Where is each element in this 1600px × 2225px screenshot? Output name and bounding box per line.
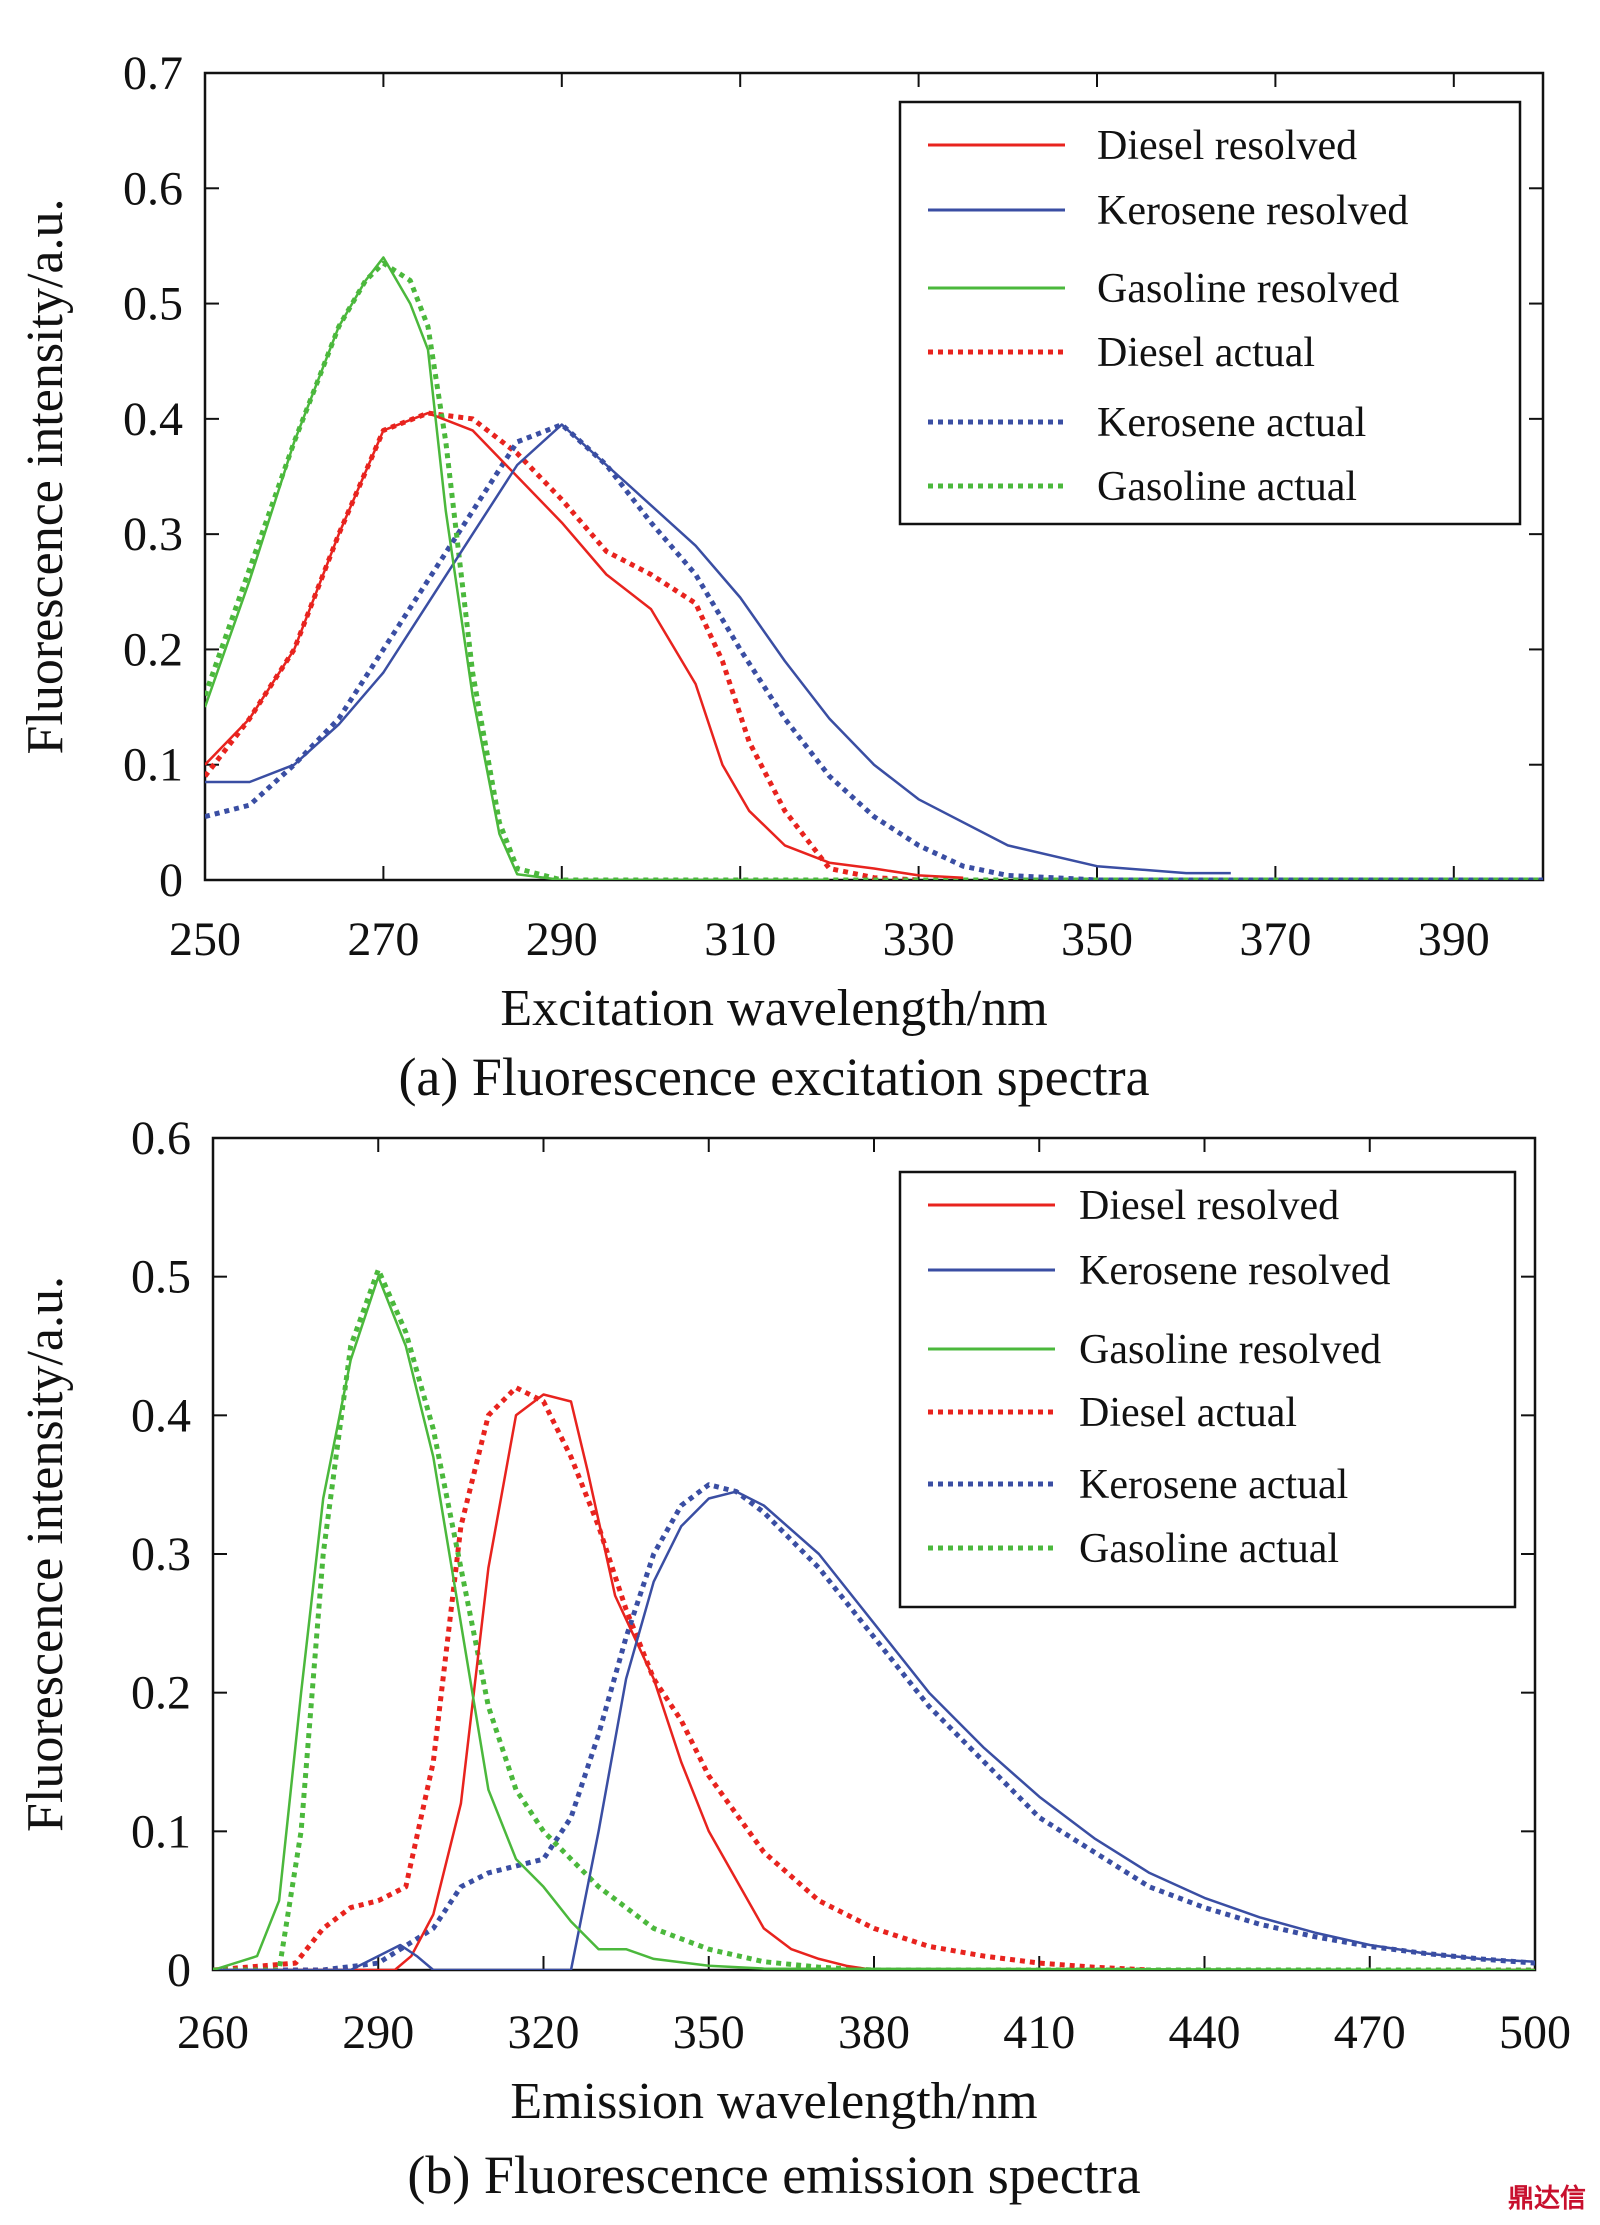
series-line-diesel-actual <box>205 410 919 880</box>
x-tick-label: 290 <box>342 2006 414 2059</box>
y-tick-label: 0.1 <box>131 1805 191 1858</box>
x-axis-label: Emission wavelength/nm <box>510 2073 1037 2130</box>
legend-entry: Kerosene resolved <box>1097 188 1408 234</box>
emission-chart: 260 290 320 350 380 410 440 470 500 0 0.1 0.2 0.3 0.4… <box>17 1112 1571 2205</box>
x-tick-label: 370 <box>1239 913 1311 966</box>
x-tick-label: 470 <box>1334 2006 1406 2059</box>
y-tick-label: 0.3 <box>131 1528 191 1581</box>
x-tick-label: 410 <box>1003 2006 1075 2059</box>
series-line-diesel-resolved <box>205 411 964 879</box>
y-tick-label: 0.5 <box>123 278 183 331</box>
x-tick-label: 350 <box>673 2006 745 2059</box>
legend-entry: Gasoline resolved <box>1097 266 1399 312</box>
y-tick-label: 0.2 <box>131 1667 191 1720</box>
y-tick-label: 0 <box>159 854 183 907</box>
legend-entry: Gasoline actual <box>1097 464 1357 510</box>
x-tick-label: 440 <box>1169 2006 1241 2059</box>
y-tick-label: 0.6 <box>131 1112 191 1165</box>
series-line-kerosene-actual <box>213 1482 1535 1970</box>
y-tick-label: 0 <box>167 1944 191 1997</box>
y-tick-label: 0.6 <box>123 162 183 215</box>
series-line-diesel-actual <box>213 1385 1150 1970</box>
x-tick-label: 310 <box>704 913 776 966</box>
series-line-gasoline-resolved <box>213 1275 1535 1970</box>
x-tick-label: 270 <box>347 913 419 966</box>
x-tick-label: 500 <box>1499 2006 1571 2059</box>
series-line-gasoline-actual <box>213 1267 1535 1970</box>
x-tick-label: 290 <box>526 913 598 966</box>
legend-entry: Kerosene actual <box>1097 400 1366 446</box>
y-tick-label: 0.1 <box>123 739 183 792</box>
series-group <box>213 1267 1535 1970</box>
series-line-kerosene-actual <box>205 422 1543 880</box>
legend-entry: Kerosene actual <box>1079 1462 1348 1508</box>
series-group <box>205 256 1543 880</box>
chart-caption: (a) Fluorescence excitation spectra <box>398 1047 1149 1107</box>
y-axis-label: Fluorescence intensity/a.u. <box>17 199 74 755</box>
watermark-logo: 鼎达信 <box>1507 2184 1586 2214</box>
y-tick-label: 0.7 <box>123 47 183 100</box>
y-tick-label: 0.5 <box>131 1251 191 1304</box>
y-tick-label: 0.4 <box>131 1389 191 1442</box>
legend-entry: Gasoline actual <box>1079 1526 1339 1572</box>
x-tick-label: 260 <box>177 2006 249 2059</box>
legend-entry: Diesel resolved <box>1097 123 1357 169</box>
legend-entry: Kerosene resolved <box>1079 1248 1390 1294</box>
legend: Diesel resolved Kerosene resolved Gasoline… <box>898 100 1522 526</box>
x-tick-label: 380 <box>838 2006 910 2059</box>
series-line-diesel-resolved <box>213 1393 1535 1970</box>
legend-box <box>898 1170 1517 1609</box>
legend-entry: Diesel actual <box>1079 1390 1297 1436</box>
chart-caption: (b) Fluorescence emission spectra <box>407 2145 1140 2205</box>
legend-entry: Diesel resolved <box>1079 1183 1339 1229</box>
legend-box <box>898 100 1522 526</box>
x-tick-label: 330 <box>883 913 955 966</box>
x-axis-label: Excitation wavelength/nm <box>500 980 1047 1037</box>
legend-entry: Gasoline resolved <box>1079 1327 1381 1373</box>
y-tick-label: 0.4 <box>123 393 183 446</box>
series-line-gasoline-resolved <box>205 256 830 880</box>
x-tick-label: 250 <box>169 913 241 966</box>
x-tick-label: 350 <box>1061 913 1133 966</box>
series-line-kerosene-resolved <box>213 1490 1535 1970</box>
legend-entry: Diesel actual <box>1097 330 1315 376</box>
excitation-chart: 250 270 290 310 330 350 370 390 0 0.1 0.2 0.3 0.4 0.5… <box>17 47 1545 1107</box>
x-tick-label: 320 <box>508 2006 580 2059</box>
legend: Diesel resolved Kerosene resolved Gasoline… <box>898 1170 1517 1609</box>
y-axis-label: Fluorescence intensity/a.u. <box>17 1276 74 1832</box>
x-tick-label: 390 <box>1418 913 1490 966</box>
series-line-kerosene-resolved <box>205 423 1231 875</box>
y-tick-label: 0.2 <box>123 623 183 676</box>
y-tick-label: 0.3 <box>123 508 183 561</box>
